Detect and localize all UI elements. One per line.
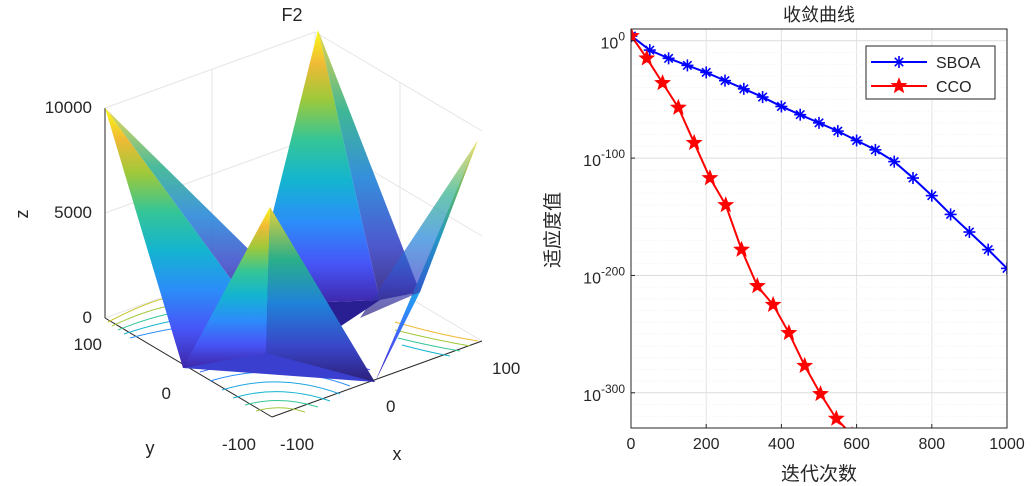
- data-point: [681, 59, 694, 72]
- data-point: [780, 324, 798, 341]
- x-tick-label: 200: [693, 436, 720, 453]
- convergence-plot: 0 200 400 600 800 1000 10010-10010-20010-300 …: [542, 5, 1025, 485]
- data-point: [796, 356, 814, 374]
- data-point: [733, 240, 751, 257]
- chart-title: 收敛曲线: [783, 5, 855, 26]
- x-tick-label: 600: [843, 436, 870, 453]
- data-point: [869, 143, 882, 156]
- y-axis-label: y: [146, 438, 155, 458]
- x-tick-label: 800: [918, 436, 945, 453]
- data-point: [827, 409, 845, 426]
- data-point: [794, 108, 807, 121]
- data-point: [669, 98, 687, 115]
- y-tick-labels: 100 0 -100: [74, 335, 256, 454]
- data-point: [764, 295, 782, 312]
- z-axis-label: z: [12, 210, 32, 219]
- data-point: [756, 91, 769, 104]
- data-point: [719, 74, 731, 87]
- y-tick-label: 10-200: [583, 264, 625, 287]
- z-tick-label: 5000: [54, 203, 92, 222]
- data-point: [1001, 262, 1007, 275]
- data-point: [654, 74, 672, 91]
- data-point: [831, 125, 844, 138]
- x-tick-label: -100: [280, 435, 314, 454]
- data-point: [888, 155, 901, 168]
- z-tick-label: 0: [83, 308, 92, 327]
- y-tick-label: 0: [162, 384, 171, 403]
- y-tick-label: 100: [74, 335, 102, 354]
- data-point: [850, 134, 863, 147]
- legend-label: CCO: [936, 79, 972, 96]
- data-point: [638, 49, 656, 66]
- data-point: [700, 66, 713, 79]
- x-tick-labels: -100 0 100: [280, 359, 520, 454]
- y-axis-label: 适应度值: [542, 192, 564, 268]
- series-sboa: [631, 30, 1007, 275]
- series-layer: [631, 29, 1007, 472]
- legend-entry-sboa: SBOA: [871, 55, 981, 72]
- data-point: [685, 133, 703, 151]
- x-tick-label: 1000: [989, 436, 1025, 453]
- data-point: [861, 458, 875, 472]
- data-point: [812, 385, 829, 402]
- plot-frame: [630, 28, 1008, 429]
- data-point: [775, 100, 788, 113]
- data-point: [944, 208, 957, 221]
- data-point: [813, 116, 825, 129]
- legend-marker-pentagram: [890, 77, 908, 94]
- data-point: [925, 189, 938, 202]
- series-cco: [631, 29, 875, 472]
- x-tick-label: 0: [386, 397, 395, 416]
- chart-title: F2: [281, 5, 302, 25]
- legend-label: SBOA: [936, 55, 981, 72]
- z-tick-labels: 10000 5000 0: [45, 98, 92, 327]
- legend-entry-cco: CCO: [871, 77, 972, 96]
- y-tick-label: 100: [601, 30, 626, 53]
- y-tick-label: 10-100: [583, 147, 625, 170]
- legend-marker-asterisk: [893, 56, 905, 68]
- x-axis-label: x: [393, 444, 402, 464]
- surface-plot-3d: 10000 5000 0 100 0 -100 -100 0 100 z y x…: [12, 5, 520, 464]
- legend: SBOA CCO: [865, 45, 996, 100]
- data-point: [907, 172, 919, 185]
- data-point: [737, 82, 750, 95]
- x-tick-label: 100: [492, 359, 520, 378]
- x-axis-label: 迭代次数: [781, 463, 857, 485]
- series-line: [631, 35, 847, 428]
- data-point: [701, 169, 719, 186]
- y-tick-label: -100: [222, 435, 256, 454]
- y-tick-label: 10-300: [583, 382, 625, 405]
- data-point: [662, 52, 675, 65]
- surface-mesh: [105, 30, 478, 382]
- z-tick-label: 10000: [45, 98, 92, 117]
- data-point: [982, 243, 995, 256]
- data-point: [963, 226, 976, 239]
- x-tick-label: 0: [627, 436, 636, 453]
- x-ticks: 0 200 400 600 800 1000: [627, 424, 1025, 453]
- data-point: [717, 196, 735, 213]
- data-point: [748, 277, 766, 294]
- y-ticks: 100 10-100 10-200 10-300: [583, 30, 635, 405]
- legend-box: [865, 45, 996, 100]
- x-tick-label: 400: [768, 436, 795, 453]
